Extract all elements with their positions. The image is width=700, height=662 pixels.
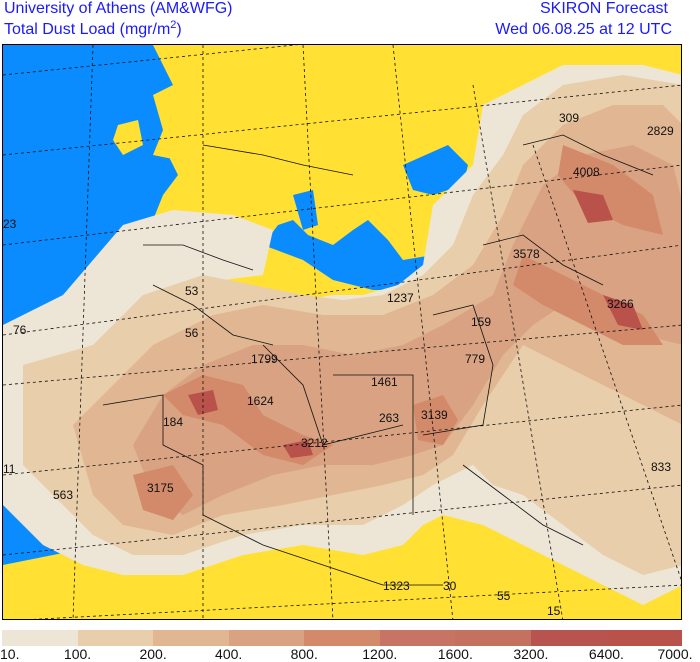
- value-label: 184: [163, 415, 183, 429]
- value-label: 1237: [387, 291, 414, 305]
- value-label: 3266: [607, 297, 634, 311]
- legend-swatch: [2, 630, 78, 646]
- value-label: 1461: [371, 375, 398, 389]
- value-label: 159: [471, 315, 491, 329]
- value-labels: 309 2829 4008 23 3578 53 1237 3266 76 56…: [3, 111, 674, 618]
- legend-tick-label: 100.: [63, 646, 92, 662]
- legend-swatch: [77, 630, 154, 646]
- legend-tick-label: 200.: [139, 646, 167, 662]
- legend-tick-label: 1600.: [437, 646, 473, 662]
- color-legend: [2, 630, 683, 646]
- value-label: 3139: [421, 408, 448, 422]
- value-label: 1624: [247, 394, 274, 408]
- legend-tick-label: 400.: [215, 646, 243, 662]
- value-label: 3578: [513, 247, 540, 261]
- product-title-text: Total Dust Load (mgr/m: [4, 21, 171, 38]
- value-label: 309: [559, 111, 579, 125]
- graticule: [3, 45, 681, 619]
- value-label: 3212: [301, 436, 328, 450]
- legend-swatch: [379, 630, 456, 646]
- inner-seas: [263, 145, 468, 290]
- product-title-suffix: ): [176, 21, 182, 38]
- value-label: 2829: [647, 124, 674, 138]
- legend-swatch: [530, 630, 607, 646]
- institution-title: University of Athens (AM&WFG): [4, 0, 233, 17]
- dust-peak: [188, 190, 643, 458]
- value-label: 4008: [573, 165, 600, 179]
- forecast-name: SKIRON Forecast: [539, 0, 668, 17]
- value-label: 1323: [383, 579, 410, 593]
- product-title: Total Dust Load (mgr/m2): [4, 19, 182, 40]
- value-label: 30: [443, 579, 457, 593]
- legend-tick-label: 10.: [0, 646, 20, 662]
- value-label: 56: [185, 326, 199, 340]
- legend-swatch: [304, 630, 380, 646]
- value-label: 15: [547, 604, 561, 618]
- legend-swatch: [606, 630, 683, 646]
- value-label: 563: [53, 488, 73, 502]
- legend-swatch: [455, 630, 531, 646]
- dust-map: 309 2829 4008 23 3578 53 1237 3266 76 56…: [2, 44, 682, 620]
- product-title-superscript: 2: [170, 19, 177, 31]
- value-label: 11: [3, 462, 16, 476]
- value-label: 53: [185, 284, 199, 298]
- legend-tick-label: 3200.: [513, 646, 549, 662]
- legend-swatch: [153, 630, 229, 646]
- value-label: 55: [497, 589, 511, 603]
- value-label: 833: [651, 460, 671, 474]
- value-label: 263: [379, 411, 399, 425]
- legend-tick-label: 1200.: [362, 646, 398, 662]
- value-label: 3175: [147, 481, 174, 495]
- value-label: 1799: [251, 352, 278, 366]
- legend-swatch: [228, 630, 305, 646]
- legend-tick-label: 800.: [290, 646, 318, 662]
- value-label: 23: [3, 217, 17, 231]
- legend-tick-label: 6400.: [588, 646, 624, 662]
- borders: [102, 134, 654, 586]
- legend-tick-label: 7000.: [657, 646, 693, 662]
- valid-time: Wed 06.08.25 at 12 UTC: [495, 21, 672, 38]
- value-label: 779: [465, 352, 485, 366]
- value-label: 76: [13, 323, 27, 337]
